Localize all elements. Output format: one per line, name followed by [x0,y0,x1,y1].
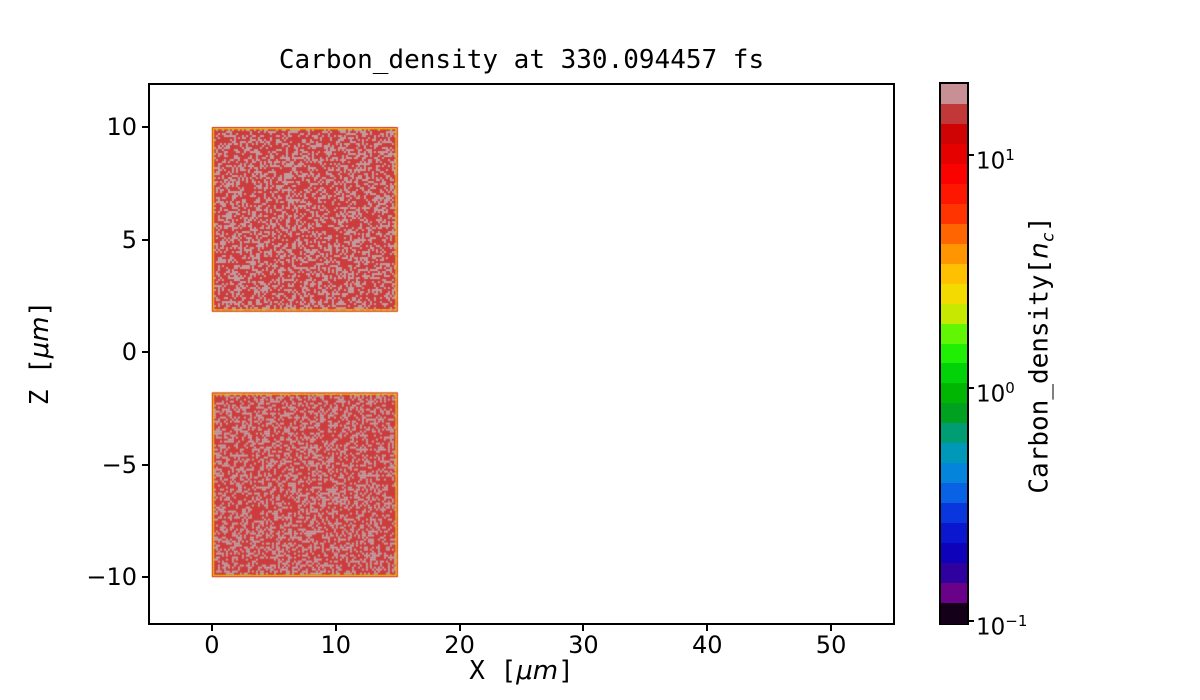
z-tick-label: 0 [121,338,137,367]
z-tick-mark [142,463,150,466]
colorbar-segment [941,523,967,544]
colorbar-segment [941,123,967,145]
colorbar-segment [941,403,967,424]
x-tick-label: 0 [204,631,220,659]
colorbar-tick-label: 100 [976,378,1015,408]
colorbar-segment [941,423,967,444]
colorbar-segment [941,283,967,305]
x-tick-label: 40 [691,631,723,659]
colorbar-segment [941,163,967,185]
density-blocks-canvas [150,85,893,623]
x-tick-label: 20 [444,631,475,659]
x-tick-mark [210,623,213,631]
z-tick-label: −10 [86,563,137,592]
x-unit: μm [516,656,559,686]
colorbar-segment [941,463,967,484]
colorbar-tick-mark [967,386,974,389]
colorbar-segment [941,443,967,464]
colorbar-segment [941,323,967,345]
colorbar-segment [941,543,967,564]
x-tick-mark [706,623,709,631]
x-tick-label: 10 [320,631,352,659]
x-tick-mark [334,623,337,631]
colorbar-tick-mark [967,620,974,622]
colorbar-segment [941,223,967,245]
colorbar-segment [941,243,967,265]
plot-title: Carbon_density at 330.094457 fs [278,45,765,75]
colorbar-segment [941,363,967,385]
colorbar-segment [941,183,967,205]
z-tick-mark [142,576,150,579]
z-unit: μm [25,316,55,359]
z-axis-label: Z [μm] [25,300,55,406]
colorbar-tick-mark [967,153,974,156]
z-tick-mark [142,126,150,129]
colorbar-segment [941,203,967,225]
colorbar-tick-label: 101 [976,145,1015,175]
x-tick-label: 50 [815,631,847,659]
z-tick-mark [142,351,150,354]
z-tick-mark [142,238,150,241]
colorbar-segment [941,383,967,404]
colorbar-segment [941,583,967,604]
colorbar-segment [941,563,967,584]
colorbar-segment [941,603,967,624]
x-tick-label: 30 [568,631,599,659]
colorbar-segment [941,143,967,165]
colorbar-segment [941,263,967,285]
z-tick-label: 10 [106,113,137,142]
colorbar-segment [941,84,967,105]
colorbar [939,82,969,625]
x-tick-mark [830,623,833,631]
colorbar-segment [941,103,967,125]
x-tick-mark [582,623,585,631]
colorbar-label: Carbon_density[nc] [1024,216,1059,494]
colorbar-segment [941,503,967,524]
colorbar-segment [941,343,967,365]
x-axis-label: X [μm] [469,656,574,686]
colorbar-segment [941,303,967,325]
colorbar-segment [941,483,967,504]
colorbar-tick-label: 10−1 [976,612,1028,641]
z-tick-label: 5 [121,225,137,254]
z-tick-label: −5 [101,450,137,479]
x-tick-mark [458,623,461,631]
